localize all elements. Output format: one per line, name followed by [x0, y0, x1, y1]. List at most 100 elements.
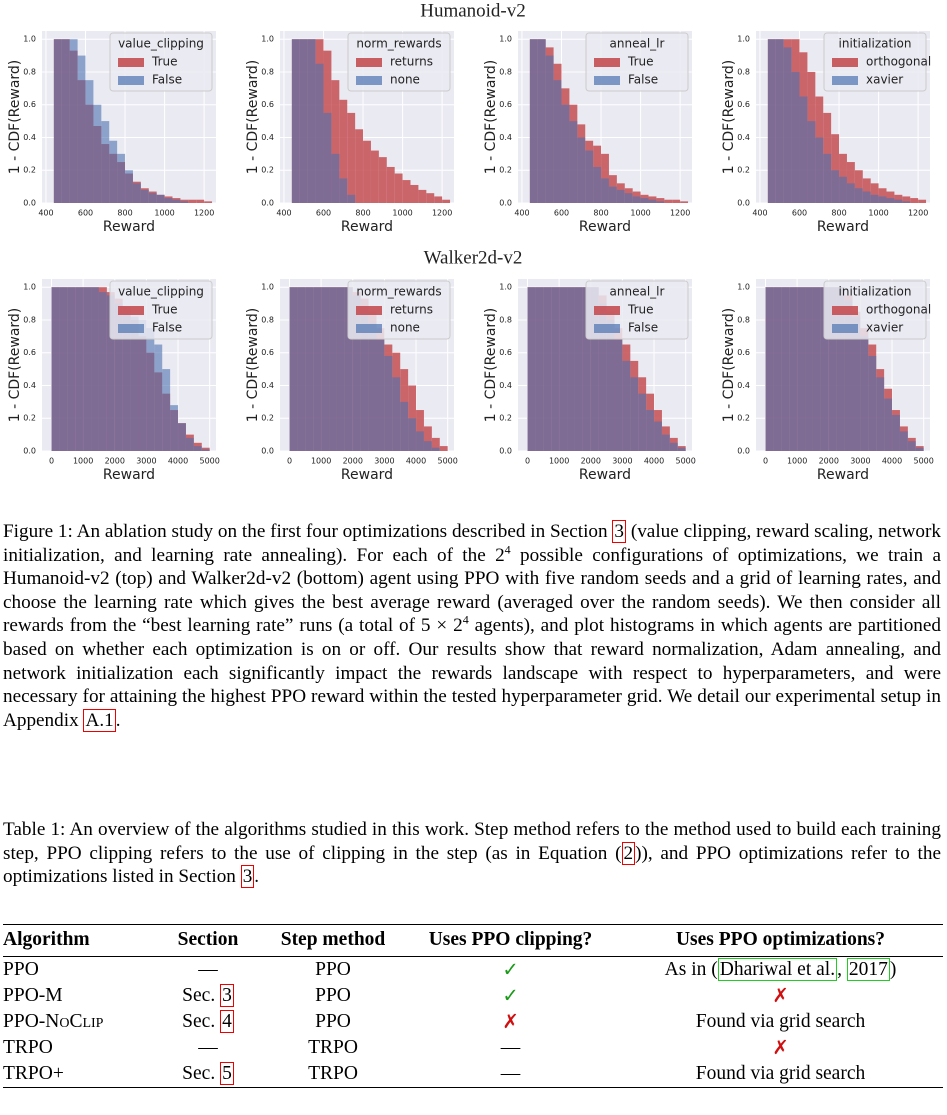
- y-tick-label: 0.2: [737, 414, 750, 423]
- bar: [846, 183, 855, 203]
- y-tick-label: 1.0: [499, 283, 512, 292]
- bar: [680, 201, 689, 203]
- citation[interactable]: 2017: [846, 958, 890, 981]
- text: agents), and plot histograms in which ag…: [3, 615, 941, 731]
- y-tick-label: 1.0: [23, 283, 36, 292]
- bar: [574, 287, 583, 451]
- bar: [606, 319, 615, 451]
- bar: [773, 287, 782, 451]
- bar: [537, 39, 546, 203]
- bar: [321, 287, 330, 451]
- bar: [791, 71, 800, 203]
- bar: [846, 162, 855, 203]
- reference[interactable]: A.1: [83, 708, 116, 732]
- bar: [416, 431, 424, 451]
- bar: [331, 153, 340, 203]
- bar: [360, 306, 369, 451]
- reference[interactable]: 3: [220, 984, 234, 1007]
- bar: [812, 287, 821, 451]
- y-axis-label: 1 - CDF(Reward): [483, 60, 499, 175]
- bar: [632, 196, 641, 203]
- reference[interactable]: 5: [220, 1062, 234, 1085]
- legend: value_clipping True False: [109, 32, 213, 92]
- reference[interactable]: 3: [612, 520, 626, 543]
- legend-label: False: [152, 321, 182, 335]
- legend: anneal_lr True False: [585, 280, 689, 340]
- x-tick-label: 1000: [73, 457, 93, 466]
- bar: [590, 287, 599, 451]
- y-tick-label: 0.8: [23, 315, 36, 324]
- bar: [408, 418, 417, 451]
- x-tick-label: 2000: [819, 457, 839, 466]
- legend-label: orthogonal: [866, 303, 931, 317]
- legend-swatch: [594, 76, 620, 85]
- bar: [146, 328, 155, 451]
- x-tick-label: 3000: [136, 457, 156, 466]
- y-tick-label: 0.2: [499, 414, 512, 423]
- bar: [677, 447, 686, 451]
- x-tick-label: 1000: [392, 209, 412, 218]
- cell: —: [198, 959, 218, 980]
- bar: [180, 201, 189, 203]
- bar: [870, 183, 879, 203]
- bar: [93, 104, 102, 203]
- legend: value_clipping True False: [109, 280, 213, 340]
- cross: ✗: [772, 986, 789, 1007]
- x-tick-label: 1200: [194, 209, 214, 218]
- x-tick-label: 0: [763, 457, 768, 466]
- legend-swatch: [356, 324, 382, 333]
- bar: [775, 39, 784, 203]
- bar: [323, 112, 332, 203]
- bar: [767, 39, 776, 203]
- y-tick-label: 0.8: [499, 315, 512, 324]
- cell: Found via grid search: [695, 1063, 866, 1084]
- header-row: Algorithm Section Step method Uses PPO c…: [3, 924, 943, 957]
- bar: [648, 199, 657, 203]
- bar: [164, 198, 173, 203]
- legend-label: False: [628, 321, 658, 335]
- bar: [117, 153, 126, 203]
- bar: [854, 188, 863, 203]
- bar: [352, 295, 361, 451]
- bar: [661, 434, 670, 451]
- legend-swatch: [594, 58, 620, 67]
- header-cell: Uses PPO optimizations?: [618, 924, 943, 957]
- x-tick-label: 800: [831, 209, 846, 218]
- y-tick-label: 0.6: [261, 100, 274, 109]
- text: ): [889, 959, 897, 980]
- bar: [125, 170, 133, 203]
- bar: [783, 47, 792, 203]
- bar: [75, 287, 84, 451]
- y-tick-label: 0.4: [737, 381, 750, 390]
- header-cell: Section: [153, 924, 263, 957]
- bar: [315, 63, 324, 204]
- text: .: [254, 866, 260, 888]
- x-axis-label: Reward: [817, 219, 869, 235]
- bar: [376, 339, 385, 451]
- bar: [138, 319, 147, 451]
- bar: [823, 153, 832, 203]
- text: possible configurations of optimizations…: [3, 544, 942, 637]
- legend-label: none: [390, 73, 420, 87]
- bar: [59, 287, 68, 451]
- bar: [622, 360, 631, 451]
- x-axis-label: Reward: [341, 467, 393, 483]
- bar: [614, 339, 623, 451]
- bar: [109, 140, 118, 203]
- legend-swatch: [118, 324, 144, 333]
- bar: [876, 377, 885, 451]
- reference[interactable]: 4: [220, 1010, 234, 1033]
- cross: ✗: [502, 1012, 519, 1033]
- x-tick-label: 1200: [908, 209, 928, 218]
- citation[interactable]: Dhariwal et al.: [717, 958, 838, 981]
- y-tick-label: 1.0: [23, 35, 36, 44]
- legend-swatch: [832, 76, 858, 85]
- legend-title: value_clipping: [118, 37, 204, 51]
- x-tick-label: 600: [554, 209, 569, 218]
- bar: [386, 166, 395, 203]
- y-tick-label: 0.8: [261, 67, 274, 76]
- reference[interactable]: 2: [621, 841, 636, 865]
- reference[interactable]: 3: [240, 865, 255, 889]
- x-tick-label: 2000: [581, 457, 601, 466]
- y-tick-label: 0.8: [737, 315, 750, 324]
